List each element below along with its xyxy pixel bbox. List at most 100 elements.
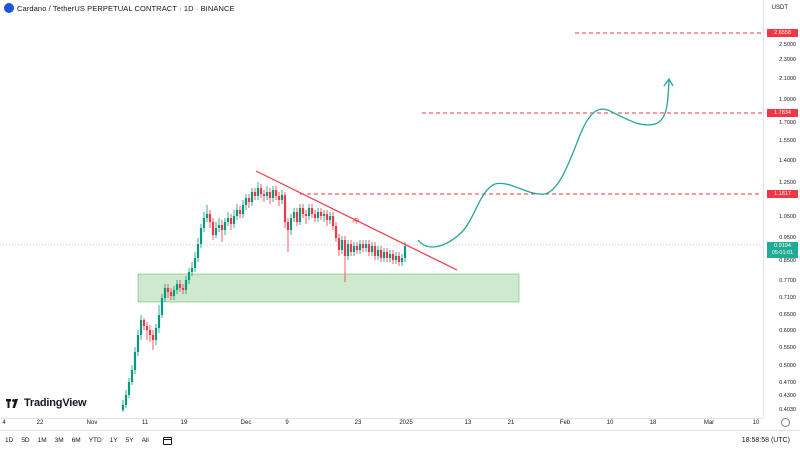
- candle-body: [334, 226, 338, 238]
- candle-body: [205, 214, 209, 218]
- candle-body: [316, 212, 320, 218]
- range-button-5y[interactable]: 5Y: [125, 437, 134, 444]
- candle-body: [199, 228, 203, 244]
- candle-body: [301, 208, 305, 214]
- price-tick-label: 0.9500: [779, 235, 796, 241]
- candle-body: [400, 258, 404, 262]
- price-tick-label: 0.4030: [779, 407, 796, 413]
- price-unit[interactable]: USDT: [771, 5, 788, 11]
- candle-body: [256, 188, 260, 196]
- candle-body: [292, 212, 296, 218]
- candle-body: [403, 246, 407, 258]
- time-tick-label: 18: [649, 420, 657, 426]
- utc-clock[interactable]: 18:58:58 (UTC): [741, 437, 790, 444]
- price-tick-label: 0.7100: [779, 295, 796, 301]
- range-button-1m[interactable]: 1M: [37, 437, 47, 444]
- candle-body: [220, 225, 224, 230]
- price-tick-label: 0.4700: [779, 380, 796, 386]
- time-tick-label: Dec: [240, 420, 252, 426]
- candle-body: [151, 335, 155, 340]
- time-tick-label: Nov: [86, 420, 98, 426]
- candle-body: [172, 290, 176, 296]
- candle-body: [208, 214, 212, 222]
- candle-body: [190, 268, 194, 272]
- time-tick-label: Mar: [703, 420, 715, 426]
- price-chart[interactable]: R: [0, 0, 763, 418]
- price-axis[interactable]: USDT 2.5000 2.3000 2.1000 1.9000 1.7000 1.550…: [763, 0, 800, 418]
- candle-body: [310, 208, 314, 214]
- candle-body: [247, 198, 251, 202]
- tradingview-logo-text: TradingView: [24, 397, 87, 409]
- candle-body: [307, 208, 311, 216]
- candle-body: [145, 326, 149, 330]
- candle-body: [154, 328, 158, 340]
- candle-body: [319, 212, 323, 216]
- tradingview-watermark: TradingView: [6, 397, 87, 409]
- price-tick-label: 0.6000: [779, 328, 796, 334]
- range-button-1y[interactable]: 1Y: [109, 437, 118, 444]
- candle-body: [352, 246, 356, 252]
- candle-body: [226, 218, 230, 222]
- candle-body: [253, 192, 257, 196]
- price-tick-label: 1.2500: [779, 180, 796, 186]
- candle-body: [304, 214, 308, 216]
- range-button-1d[interactable]: 1D: [5, 437, 14, 444]
- calendar-icon[interactable]: [162, 436, 172, 445]
- candle-body: [277, 196, 281, 200]
- price-tick-label: 1.7000: [779, 120, 796, 126]
- price-tick-label: 1.5500: [779, 138, 796, 144]
- time-tick-label: 22: [36, 420, 44, 426]
- projection-path: [417, 79, 670, 248]
- price-tick-label: 0.6500: [779, 312, 796, 318]
- candle-body: [241, 205, 245, 214]
- range-button-6m[interactable]: 6M: [71, 437, 81, 444]
- candle-body: [235, 210, 239, 216]
- candle-body: [370, 246, 374, 252]
- price-badge: 1.7834: [767, 109, 798, 117]
- candle-body: [358, 244, 362, 250]
- candle-body: [166, 288, 170, 292]
- candle-body: [364, 244, 368, 248]
- price-tick-label: 0.4300: [779, 393, 796, 399]
- candle-body: [331, 216, 335, 226]
- time-tick-label: 9: [285, 420, 289, 426]
- range-button-5d[interactable]: 5D: [21, 437, 30, 444]
- candle-body: [193, 258, 197, 268]
- candle-body: [217, 225, 221, 228]
- candle-body: [394, 256, 398, 260]
- time-tick-label: 10: [752, 420, 760, 426]
- range-button-all[interactable]: All: [141, 437, 149, 444]
- candle-body: [169, 292, 173, 296]
- demand-zone: [137, 273, 520, 303]
- chart-area[interactable]: R: [0, 0, 763, 418]
- chart-header: Cardano / TetherUS PERPETUAL CONTRACT · …: [0, 0, 235, 16]
- candle-body: [388, 254, 392, 258]
- candle-body: [391, 254, 395, 260]
- price-badge: 1.1817: [767, 190, 798, 198]
- candle-body: [211, 222, 215, 235]
- price-tick-label: 2.1000: [779, 76, 796, 82]
- candle-body: [298, 208, 302, 222]
- bottom-toolbar: 1D 5D 1M 3M 6M YTD 1Y 5Y All 18:58:58 (UTC): [0, 430, 800, 450]
- candle-body: [175, 284, 179, 290]
- candle-body: [274, 190, 278, 196]
- projection-arrow-icon: [663, 77, 674, 87]
- range-button-ytd[interactable]: YTD: [88, 437, 102, 444]
- symbol-title[interactable]: Cardano / TetherUS PERPETUAL CONTRACT · …: [17, 3, 235, 13]
- candle-body: [265, 192, 269, 196]
- candle-body: [322, 214, 326, 216]
- descending-trendline: [255, 170, 458, 271]
- time-tick-label: 23: [354, 420, 362, 426]
- price-badge: 2.6558: [767, 29, 798, 37]
- candle-body: [385, 252, 389, 258]
- candle-body: [187, 272, 191, 280]
- gear-icon[interactable]: [781, 418, 790, 427]
- candle-body: [346, 244, 350, 256]
- candle-body: [289, 218, 293, 230]
- candle-body: [130, 370, 134, 382]
- time-axis[interactable]: 4 22 Nov 11 19 Dec 9 23 2025 13 21 Feb 10 18 Mar 10: [0, 418, 763, 428]
- candle-body: [280, 195, 284, 200]
- candle-body: [325, 214, 329, 220]
- candle-body: [349, 244, 353, 252]
- range-button-3m[interactable]: 3M: [54, 437, 64, 444]
